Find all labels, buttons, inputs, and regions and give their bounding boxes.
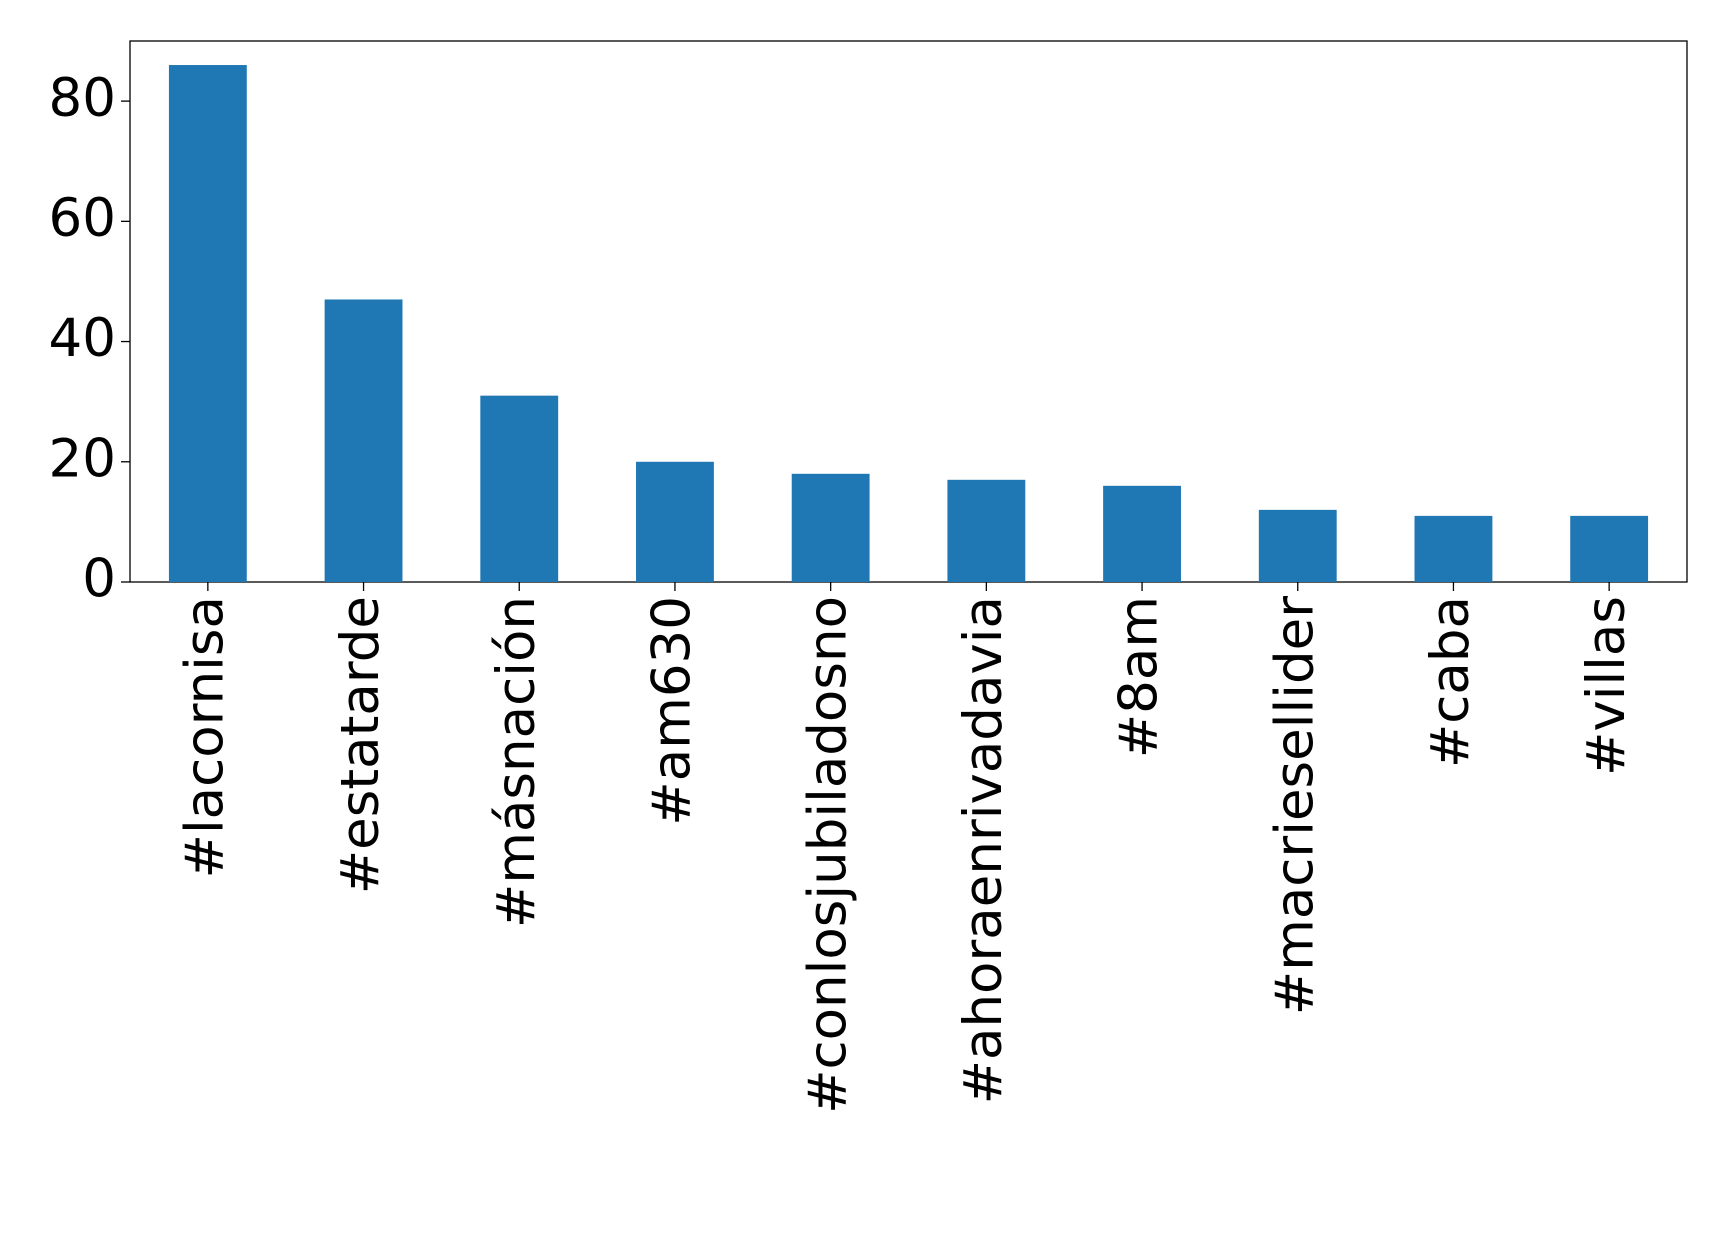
x-tick-label: #villas [1576, 596, 1637, 776]
x-tick-label: #macriesellider [1264, 596, 1325, 1015]
bar [791, 473, 870, 582]
x-tick-label: #estatarde [330, 596, 391, 894]
x-tick-label: #8am [1109, 596, 1170, 758]
bar [1414, 515, 1493, 582]
bar [1103, 485, 1181, 582]
y-tick-label: 0 [82, 549, 116, 610]
x-tick-label: #caba [1420, 596, 1481, 768]
bar [324, 299, 403, 582]
y-tick-label: 40 [49, 308, 116, 369]
plot-frame [129, 40, 1688, 583]
x-tick-label: #másnación [486, 596, 547, 928]
y-tick-label: 80 [49, 68, 116, 129]
y-tick-label: 20 [49, 428, 116, 489]
x-tick-label: #conlosjubiladosno [797, 596, 858, 1114]
bar [1570, 515, 1649, 582]
x-tick-label: #am630 [642, 596, 703, 826]
bar [636, 461, 714, 582]
x-tick-label: #ahoraenrivadavia [953, 596, 1014, 1104]
bar [947, 479, 1026, 582]
x-tick-label: #lacornisa [174, 596, 235, 878]
bar [1258, 509, 1337, 582]
y-tick-label: 60 [49, 188, 116, 249]
bar [168, 65, 247, 583]
bar [480, 395, 559, 582]
